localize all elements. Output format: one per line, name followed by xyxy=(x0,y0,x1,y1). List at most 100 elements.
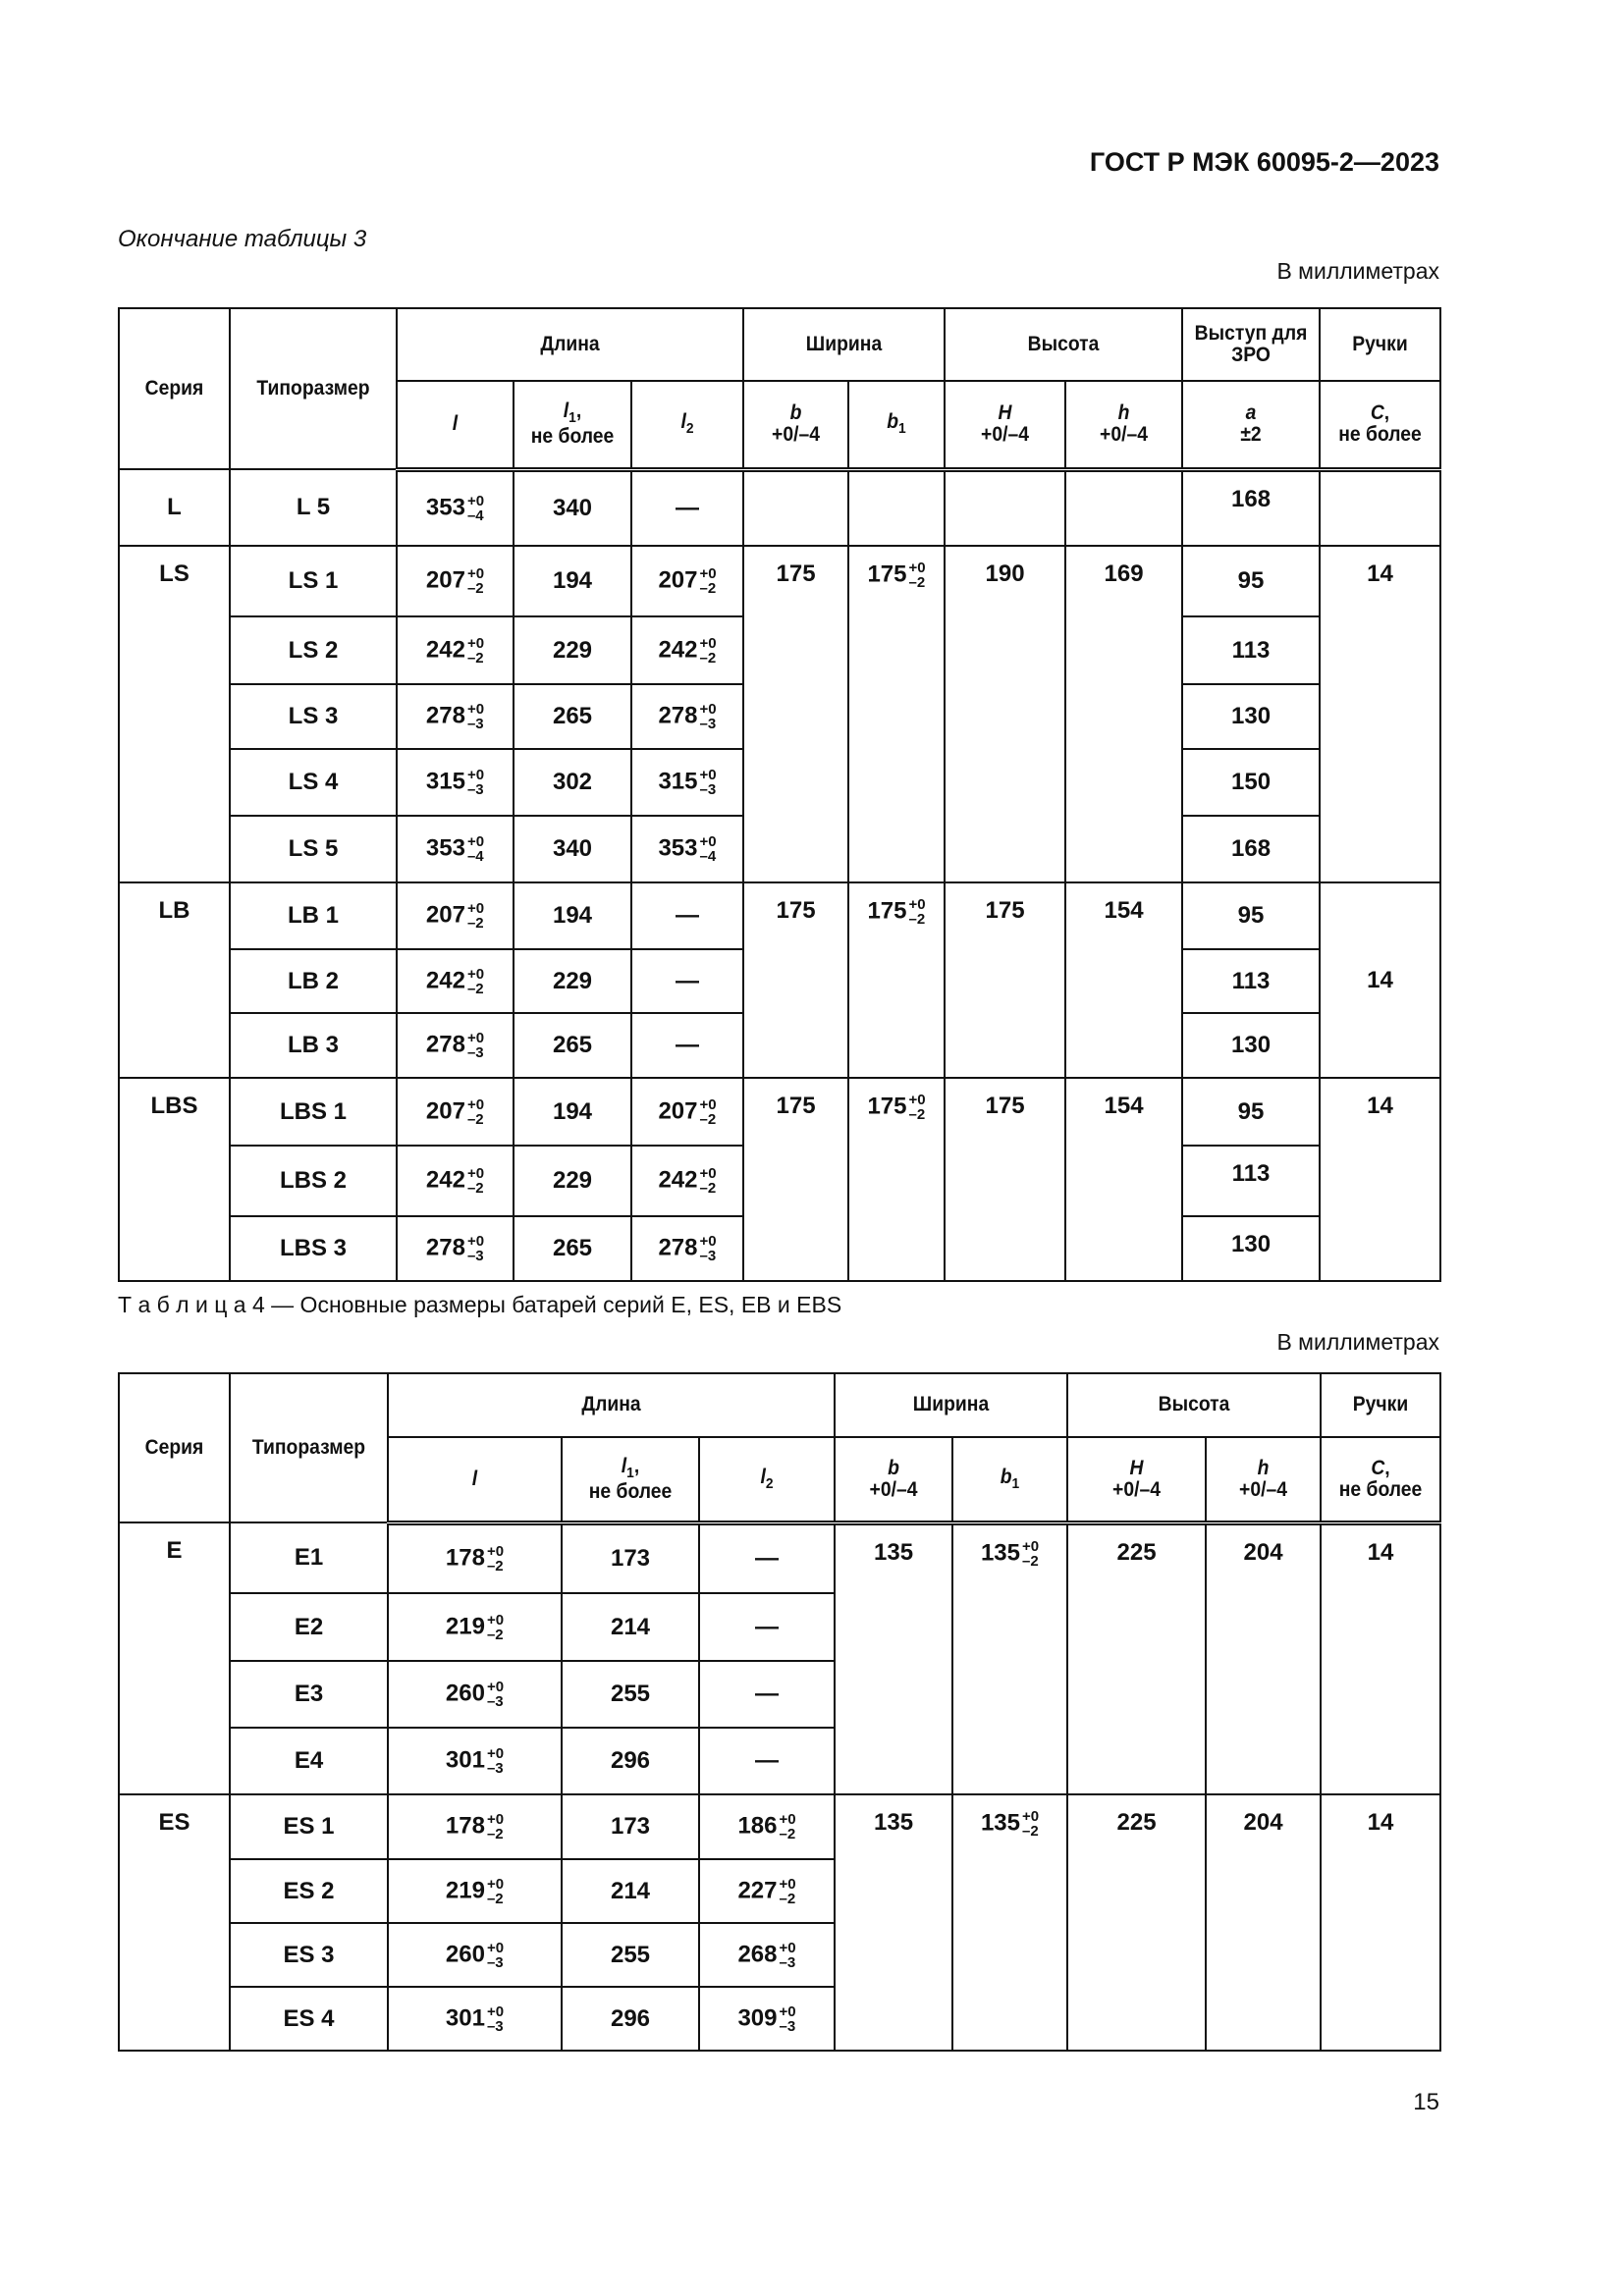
table-cell xyxy=(1319,468,1442,547)
table-cell: E1 xyxy=(229,1522,389,1594)
document-title: ГОСТ Р МЭК 60095-2—2023 xyxy=(1089,147,1439,177)
nominal-value: 301 xyxy=(445,1746,485,1774)
upper-tolerance: +0 xyxy=(466,833,485,850)
upper-tolerance: +0 xyxy=(699,565,717,582)
table-cell: 229 xyxy=(513,948,632,1014)
upper-tolerance: +0 xyxy=(779,2002,796,2020)
column-header: Ручки xyxy=(1324,1372,1437,1438)
units-label: В миллиметрах xyxy=(1276,1329,1439,1355)
table-cell: — xyxy=(629,468,745,547)
lower-tolerance: –3 xyxy=(466,1248,484,1264)
lower-tolerance: –2 xyxy=(699,580,717,597)
lower-tolerance: –3 xyxy=(779,1953,796,1971)
tolerance: +0 –3 xyxy=(487,1941,504,1970)
table-cell xyxy=(944,468,1067,547)
symbol: l xyxy=(680,410,686,434)
lower-tolerance: –4 xyxy=(466,848,484,865)
table-cell: 175 +0 –2 xyxy=(847,1077,947,1282)
table-cell: 175 +0 –2 xyxy=(847,545,947,883)
table-cell: 278 +0 –3 xyxy=(629,683,745,750)
lower-tolerance: –2 xyxy=(486,1626,504,1643)
nominal-value: 207 xyxy=(658,566,698,594)
table-cell: 154 xyxy=(1064,1077,1184,1282)
symbol: b xyxy=(1000,1465,1012,1488)
table-cell: 173 xyxy=(561,1793,700,1860)
table-cell: 301 +0 –3 xyxy=(387,1727,563,1795)
table-cell: E4 xyxy=(229,1727,389,1795)
tolerance: +0 –3 xyxy=(699,1234,716,1263)
column-subheader: l1, не более xyxy=(516,380,628,472)
tolerance: +0 –2 xyxy=(467,636,484,666)
table-cell: 168 xyxy=(1181,468,1322,547)
table-cell: 265 xyxy=(513,1012,632,1079)
lower-tolerance: –2 xyxy=(466,649,484,667)
tolerance: +0 –2 xyxy=(699,566,716,596)
tolerance: +0 –3 xyxy=(467,702,484,731)
table-cell: 260 +0 –3 xyxy=(387,1922,563,1988)
table-cell: 135 xyxy=(834,1522,954,1795)
column-subheader: l2 xyxy=(703,1436,831,1525)
lower-tolerance: –2 xyxy=(486,1557,504,1575)
table-cell xyxy=(847,468,947,547)
nominal-value: 278 xyxy=(425,1234,465,1261)
lower-tolerance: –4 xyxy=(699,848,717,865)
table-cell: ES xyxy=(118,1793,231,2052)
table-row: E E1 178 +0 –2 173—135 135 +0 –2 225 204 14 xyxy=(118,1522,1442,1795)
column-header: Высота xyxy=(952,307,1174,382)
tolerance: +0 –2 xyxy=(467,566,484,596)
tolerance: +0 –3 xyxy=(467,1234,484,1263)
upper-tolerance: +0 xyxy=(466,701,485,718)
symbol: l xyxy=(760,1465,766,1488)
table-row: LBS LBS 1 207 +0 –2 194 207 +0 –2 175 175 +0 –2 175 15… xyxy=(118,1077,1442,1282)
lower-tolerance: –2 xyxy=(486,1826,504,1842)
table-cell: 255 xyxy=(561,1922,700,1988)
column-header: Типоразмер xyxy=(235,307,392,470)
table-cell: 178 +0 –2 xyxy=(387,1793,563,1860)
lower-tolerance: –3 xyxy=(466,716,484,732)
page-number: 15 xyxy=(1413,2089,1439,2115)
nominal-value: 207 xyxy=(425,901,465,929)
table-cell: 353 +0 –4 xyxy=(629,815,745,883)
nominal-value: 268 xyxy=(737,1940,778,1967)
table-cell: 194 xyxy=(513,545,632,617)
nominal-value: 260 xyxy=(445,1940,485,1967)
nominal-value: 353 xyxy=(425,494,465,521)
table-cell: 168 xyxy=(1181,815,1322,883)
lower-tolerance: –2 xyxy=(466,1180,484,1197)
tolerance: +0 –3 xyxy=(779,2004,795,2034)
upper-tolerance: +0 xyxy=(466,900,485,917)
table-cell: 242 +0 –2 xyxy=(396,948,514,1014)
lower-tolerance: –3 xyxy=(699,716,717,732)
tolerance: +0 –2 xyxy=(467,901,484,931)
tolerance: +0 –2 xyxy=(699,636,716,666)
table-cell: 178 +0 –2 xyxy=(387,1522,563,1594)
upper-tolerance: +0 xyxy=(466,492,485,509)
upper-tolerance: +0 xyxy=(486,1679,505,1695)
tolerance: +0 –2 xyxy=(467,1166,484,1196)
table-cell: 242 +0 –2 xyxy=(629,1145,745,1217)
table-cell: 268 +0 –3 xyxy=(697,1922,837,1988)
table-cell: 135 +0 –2 xyxy=(951,1793,1069,2052)
lower-tolerance: –2 xyxy=(466,980,484,997)
table-cell: 242 +0 –2 xyxy=(629,615,745,685)
lower-tolerance: –2 xyxy=(486,1890,504,1907)
table-row: E3 260 +0 –3 255— xyxy=(119,1660,1440,1729)
nominal-value: 207 xyxy=(425,566,465,594)
tolerance: +0 –2 xyxy=(487,1613,504,1642)
symbol: h xyxy=(1117,401,1130,425)
column-subheader: b +0/–4 xyxy=(838,1436,949,1525)
table-cell: 190 xyxy=(944,545,1067,883)
column-header: Ширина xyxy=(842,1372,1059,1438)
upper-tolerance: +0 xyxy=(486,1542,505,1560)
nominal-value: 178 xyxy=(445,1544,485,1572)
table-cell: 207 +0 –2 xyxy=(629,1077,745,1147)
suffix: , xyxy=(1384,1456,1390,1479)
table-cell: 278 +0 –3 xyxy=(629,1215,745,1282)
nominal-value: 278 xyxy=(425,702,465,729)
column-header: Ширина xyxy=(750,307,938,382)
table-cell: 130 xyxy=(1181,1012,1322,1079)
table-cell: 301 +0 –3 xyxy=(387,1986,563,2052)
table-cell: 175 xyxy=(742,881,850,1079)
column-header: Ручки xyxy=(1324,307,1437,382)
